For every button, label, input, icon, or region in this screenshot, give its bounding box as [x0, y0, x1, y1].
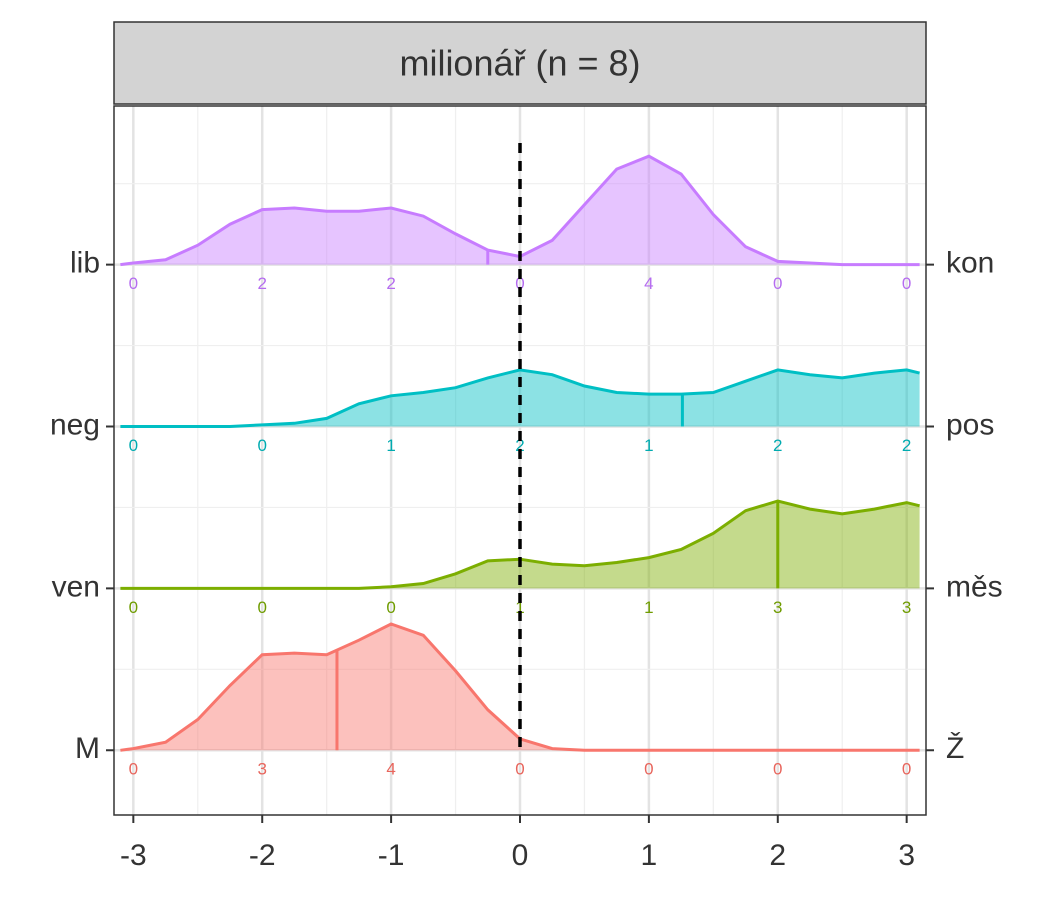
count-label: 0	[129, 760, 138, 779]
x-tick-label: -3	[120, 839, 147, 872]
count-label: 3	[257, 760, 266, 779]
y-tick-label-right: Ž	[946, 732, 964, 765]
x-tick-label: 1	[641, 839, 658, 872]
count-label: 0	[129, 274, 138, 293]
count-label: 2	[257, 274, 266, 293]
x-tick-label: 2	[769, 839, 786, 872]
count-label: 0	[902, 760, 911, 779]
count-label: 3	[902, 598, 911, 617]
x-tick-label: -2	[249, 839, 276, 872]
y-tick-label-left: neg	[50, 408, 100, 441]
count-label: 2	[515, 436, 524, 455]
count-label: 0	[257, 436, 266, 455]
count-label: 2	[902, 436, 911, 455]
density-area	[120, 156, 920, 265]
y-tick-label-left: M	[75, 732, 100, 765]
count-label: 0	[386, 598, 395, 617]
count-label: 0	[515, 760, 524, 779]
count-label: 0	[129, 436, 138, 455]
y-tick-label-right: měs	[946, 570, 1003, 603]
count-label: 3	[773, 598, 782, 617]
y-tick-label-right: kon	[946, 247, 994, 280]
count-label: 0	[773, 760, 782, 779]
y-tick-label-left: ven	[52, 570, 100, 603]
count-label: 0	[773, 274, 782, 293]
count-label: 0	[515, 274, 524, 293]
density-line	[120, 368, 920, 428]
count-label: 2	[386, 274, 395, 293]
y-tick-label-right: pos	[946, 408, 994, 441]
x-tick-label: -1	[378, 839, 405, 872]
facet-title: milionář (n = 8)	[399, 43, 640, 84]
y-tick-label-left: lib	[70, 247, 100, 280]
facet-strip	[113, 21, 927, 105]
count-label: 1	[386, 436, 395, 455]
x-tick-label: 0	[512, 839, 529, 872]
count-label: 0	[129, 598, 138, 617]
count-label: 1	[515, 598, 524, 617]
count-label: 1	[644, 598, 653, 617]
count-label: 0	[644, 760, 653, 779]
x-tick-label: 3	[898, 839, 915, 872]
count-label: 2	[773, 436, 782, 455]
count-label: 0	[257, 598, 266, 617]
count-label: 1	[644, 436, 653, 455]
count-label: 4	[644, 274, 653, 293]
density-area	[120, 501, 920, 589]
count-label: 0	[902, 274, 911, 293]
count-label: 4	[386, 760, 395, 779]
